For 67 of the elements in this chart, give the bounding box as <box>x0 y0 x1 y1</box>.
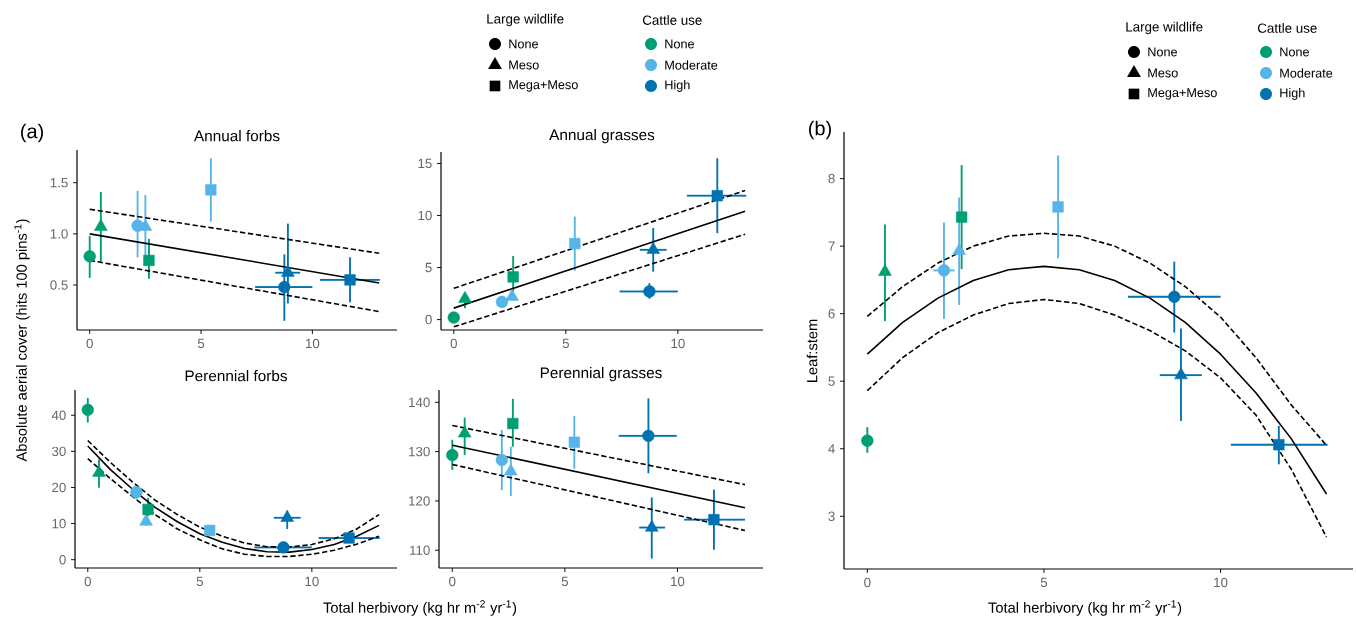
chart-title: Perennial forbs <box>185 370 287 382</box>
y-tick-label: 0 <box>59 554 66 565</box>
chart-title: Annual grasses <box>549 128 655 144</box>
y-tick-label: 8 <box>828 173 835 184</box>
legend-label: High <box>1280 88 1305 100</box>
x-tick-label: 10 <box>671 576 685 587</box>
y-tick-label: 40 <box>51 410 66 420</box>
x-tick-label: 10 <box>305 576 319 587</box>
line-series <box>866 265 1328 495</box>
legend-label: Moderate <box>665 60 718 70</box>
y-tick-label: 15 <box>418 158 432 169</box>
y-tick-label: 130 <box>409 446 430 457</box>
x-axis-title: Total herbivory (kg hr m$^{-2}$ yr$^{-1}$) <box>323 600 517 616</box>
legend-label: Mega+Meso <box>1148 88 1217 100</box>
legend-label: Meso <box>1148 68 1178 78</box>
y-tick-label: 120 <box>409 496 430 506</box>
legend-label: Mega+Meso <box>509 80 578 92</box>
x-axis-title: Total herbivory (kg hr m$^{-2}$ yr$^{-1}$) <box>988 600 1182 616</box>
y-tick-label: 3 <box>828 511 835 522</box>
x-tick-label: 5 <box>561 576 569 586</box>
x-tick-label: 5 <box>196 576 203 586</box>
text: (a) <box>21 123 43 143</box>
text: Large wildlife <box>487 13 564 27</box>
legend-label: None <box>1280 47 1309 57</box>
y-tick-label: 10 <box>418 210 432 221</box>
x-tick-label: 0 <box>449 576 456 587</box>
legend-label: High <box>665 80 690 92</box>
y-tick-label: 10 <box>52 518 66 529</box>
y-tick-label: 140 <box>409 397 430 408</box>
text: Cattle use <box>1257 23 1317 33</box>
chart-title: Perennial grasses <box>540 366 662 382</box>
y-tick-label: 6 <box>828 308 835 319</box>
x-tick-label: 10 <box>306 338 320 349</box>
text: (b) <box>809 120 831 140</box>
x-tick-label: 0 <box>84 576 91 587</box>
x-tick-label: 10 <box>1214 577 1228 588</box>
y-tick-label: 1.5 <box>50 178 68 188</box>
text: Large wildlife <box>1126 21 1203 35</box>
line-series <box>866 298 1328 539</box>
line-series <box>86 457 380 558</box>
x-tick-label: 0 <box>450 338 457 349</box>
y-tick-label: 4 <box>828 444 835 454</box>
legend-label: None <box>665 39 694 49</box>
y-tick-label: 7 <box>828 241 835 251</box>
y-tick-label: 0.5 <box>50 280 68 290</box>
x-tick-label: 0 <box>864 577 871 588</box>
x-tick-label: 0 <box>86 338 93 349</box>
x-tick-label: 5 <box>562 338 569 348</box>
y-axis-title: Absolute aerial cover (hits 100 pins$^{-1}$) <box>14 219 30 462</box>
y-tick-label: 110 <box>410 545 430 555</box>
y-tick-label: 5 <box>828 376 835 386</box>
y-axis-title: Leaf:stem <box>806 319 818 382</box>
chart-title: Annual forbs <box>193 130 280 142</box>
y-tick-label: 0 <box>425 314 432 325</box>
x-tick-label: 5 <box>197 338 205 348</box>
y-tick-label: 5 <box>425 262 432 273</box>
legend-label: Meso <box>509 60 539 70</box>
x-tick-label: 5 <box>1040 577 1048 587</box>
legend-label: Moderate <box>1280 68 1333 78</box>
y-tick-label: 1.0 <box>50 229 68 239</box>
y-tick-label: 30 <box>51 446 66 457</box>
legend-label: None <box>1148 47 1177 57</box>
line-series <box>866 232 1328 447</box>
text: Cattle use <box>642 15 702 25</box>
legend-label: None <box>509 39 538 49</box>
x-tick-label: 10 <box>671 338 685 349</box>
y-tick-label: 20 <box>52 482 66 493</box>
